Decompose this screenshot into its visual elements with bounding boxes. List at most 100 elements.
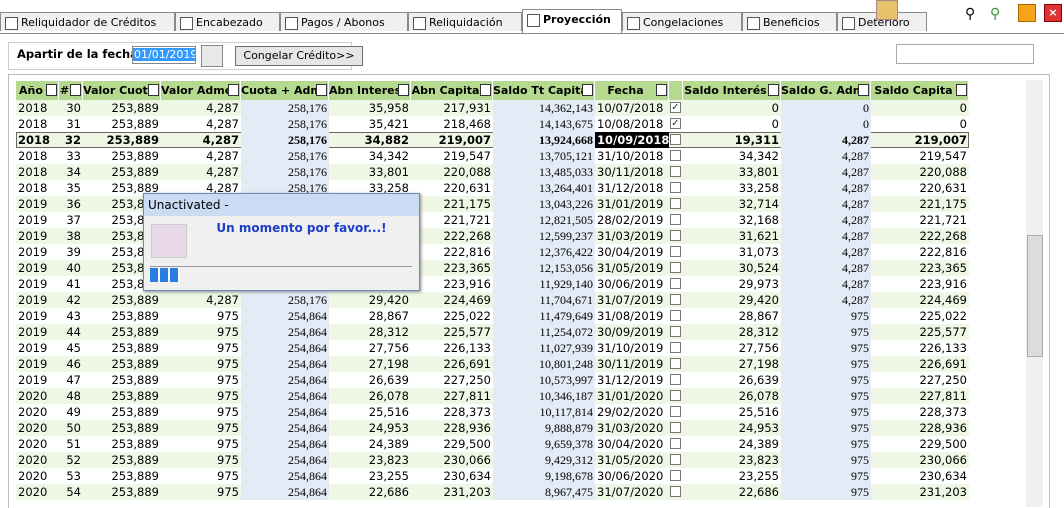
checkbox[interactable] [670,390,681,401]
column-header[interactable]: # [59,81,83,100]
calendar-button[interactable] [201,45,223,67]
tab[interactable]: Congelaciones [622,12,742,31]
filter-button[interactable] [228,84,239,96]
checkbox[interactable] [670,358,681,369]
checkbox[interactable] [670,374,681,385]
checkbox[interactable] [670,278,681,289]
column-header[interactable]: Año [16,81,59,100]
tab[interactable]: Encabezado [175,12,280,31]
column-header[interactable]: Saldo Interés [683,81,781,100]
tab[interactable]: Pagos / Abonos [280,12,408,31]
checkbox[interactable] [670,422,681,433]
checkbox[interactable] [670,134,681,145]
search-input[interactable] [896,44,1034,64]
cell: 975 [161,308,241,324]
checkbox[interactable] [670,454,681,465]
cell: 2018 [16,132,59,148]
filter-button[interactable] [956,84,967,96]
cell: 975 [161,468,241,484]
scroll-thumb[interactable] [1027,235,1043,357]
filter-button[interactable] [70,84,81,96]
cell: 4,287 [781,276,871,292]
cell: 258,176 [241,100,329,116]
checkbox[interactable] [670,406,681,417]
filter-button[interactable] [858,84,869,96]
cell: 49 [59,404,83,420]
cell: 34,882 [329,132,411,148]
cell: 222,268 [411,228,493,244]
column-header[interactable]: Abn Capita [411,81,493,100]
cell: 24,389 [329,436,411,452]
cell: 31/10/2018 [595,148,669,164]
column-header[interactable]: Abn Interes [329,81,411,100]
checkbox[interactable] [670,166,681,177]
checkbox[interactable] [670,198,681,209]
favorite-button[interactable] [1018,4,1036,22]
date-input[interactable]: 01/01/2019 [132,46,196,64]
cell: 2019 [16,340,59,356]
filter-button[interactable] [582,84,593,96]
checkbox[interactable]: ✓ [670,118,681,129]
column-header[interactable] [669,81,683,100]
column-header[interactable]: Valor Cuot [83,81,161,100]
filter-button[interactable] [480,84,491,96]
checkbox[interactable]: ✓ [670,102,681,113]
tab-icon [747,17,760,30]
tab-icon [627,17,640,30]
tab[interactable]: Reliquidación [408,12,522,31]
checkbox[interactable] [670,214,681,225]
cell: 223,916 [411,276,493,292]
cell: 27,198 [329,356,411,372]
tab[interactable]: Beneficios [742,12,837,31]
checkbox[interactable] [670,342,681,353]
column-header[interactable]: Saldo G. Adm [781,81,871,100]
cell: 10,801,248 [493,356,595,372]
dialog-message: Un momento por favor...! [194,221,409,235]
filter-button[interactable] [46,84,57,96]
column-header[interactable]: Fecha [595,81,669,100]
cell: 253,889 [83,324,161,340]
checkbox[interactable] [670,326,681,337]
checkbox[interactable] [670,438,681,449]
filter-button[interactable] [768,84,779,96]
zoom-icon-2[interactable]: ⚲ [990,6,1006,22]
checkbox[interactable] [670,310,681,321]
cell: 30/11/2019 [595,356,669,372]
cell: 253,889 [83,132,161,148]
column-header[interactable]: Valor Adme [161,81,241,100]
cell: 258,176 [241,132,329,148]
cell: 254,864 [241,420,329,436]
tab[interactable]: Proyección [522,9,622,33]
cell: 2020 [16,436,59,452]
freeze-button[interactable]: Congelar Crédito>> [235,46,363,66]
checkbox[interactable] [670,246,681,257]
checkbox[interactable] [670,262,681,273]
cell: 27,756 [683,340,781,356]
filter-button[interactable] [656,84,667,96]
cell: 37 [59,212,83,228]
checkbox[interactable] [670,182,681,193]
checkbox[interactable] [670,294,681,305]
column-header[interactable]: Saldo Capita [871,81,969,100]
checkbox[interactable] [670,230,681,241]
filter-button[interactable] [316,84,327,96]
checkbox[interactable] [670,150,681,161]
filter-button[interactable] [398,84,409,96]
cell: 218,468 [411,116,493,132]
scrollbar[interactable] [1026,80,1043,507]
checkbox[interactable] [670,486,681,497]
tab[interactable]: Reliquidador de Créditos [0,12,175,31]
cell: 231,203 [871,484,969,500]
filter-button[interactable] [148,84,159,96]
column-header[interactable]: Saldo Tt Capita [493,81,595,100]
cell: 258,176 [241,116,329,132]
cell: 25,516 [329,404,411,420]
cell: 26,078 [329,388,411,404]
column-header[interactable]: Cuota + Adm [241,81,329,100]
checkbox[interactable] [670,470,681,481]
close-button[interactable]: × [1044,4,1062,22]
zoom-icon[interactable]: ⚲ [965,6,981,22]
cell: 220,631 [411,180,493,196]
cell: 4,287 [161,100,241,116]
cell: 227,811 [411,388,493,404]
